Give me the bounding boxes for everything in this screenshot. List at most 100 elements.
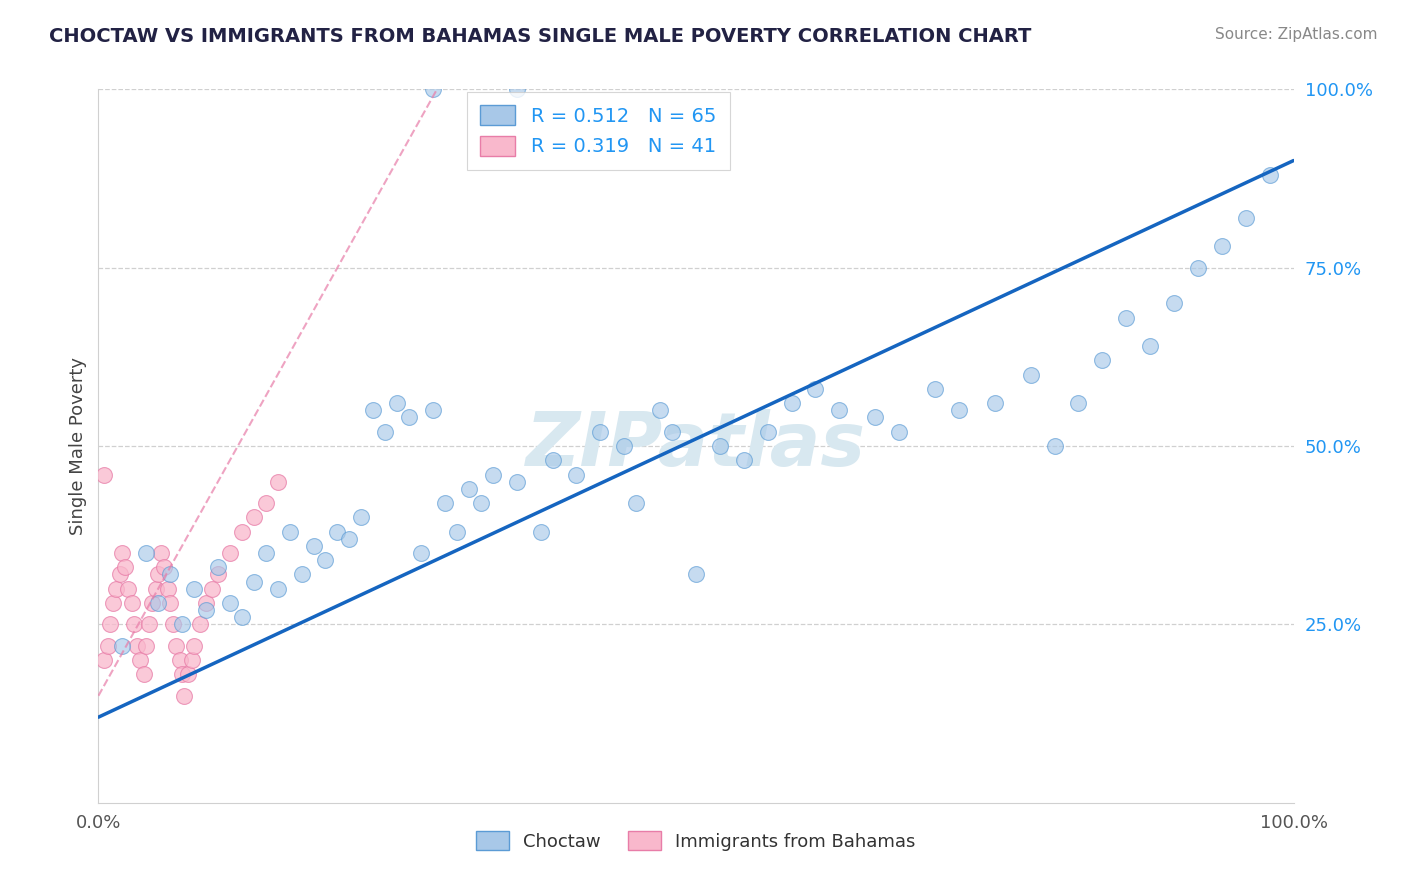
Point	[613, 439, 636, 453]
Point	[97, 639, 120, 653]
Point	[111, 546, 134, 560]
Point	[1163, 296, 1185, 310]
Point	[350, 510, 373, 524]
Text: Source: ZipAtlas.com: Source: ZipAtlas.com	[1215, 27, 1378, 42]
Point	[93, 467, 115, 482]
Point	[889, 425, 911, 439]
Point	[145, 582, 167, 596]
Point	[709, 439, 731, 453]
Point	[446, 524, 468, 539]
Point	[124, 617, 146, 632]
Point	[111, 639, 134, 653]
Point	[315, 553, 337, 567]
Text: CHOCTAW VS IMMIGRANTS FROM BAHAMAS SINGLE MALE POVERTY CORRELATION CHART: CHOCTAW VS IMMIGRANTS FROM BAHAMAS SINGL…	[49, 27, 1032, 45]
Point	[1234, 211, 1257, 225]
Point	[172, 617, 194, 632]
Point	[117, 582, 139, 596]
Point	[138, 617, 160, 632]
Point	[302, 539, 325, 553]
Point	[148, 596, 170, 610]
Point	[207, 567, 229, 582]
Point	[422, 403, 444, 417]
Point	[541, 453, 564, 467]
Point	[385, 396, 409, 410]
Point	[231, 610, 253, 624]
Point	[267, 475, 290, 489]
Point	[148, 567, 170, 582]
Point	[188, 617, 211, 632]
Point	[129, 653, 152, 667]
Point	[93, 653, 115, 667]
Point	[207, 560, 229, 574]
Point	[506, 475, 529, 489]
Point	[153, 560, 176, 574]
Point	[278, 524, 301, 539]
Point	[756, 425, 779, 439]
Point	[141, 596, 163, 610]
Point	[339, 532, 361, 546]
Point	[183, 639, 205, 653]
Point	[108, 567, 131, 582]
Point	[565, 467, 588, 482]
Point	[828, 403, 851, 417]
Point	[114, 560, 136, 574]
Point	[121, 596, 143, 610]
Point	[172, 667, 194, 681]
Point	[924, 382, 946, 396]
Point	[422, 82, 444, 96]
Point	[1258, 168, 1281, 182]
Point	[326, 524, 349, 539]
Point	[733, 453, 755, 467]
Point	[180, 653, 202, 667]
Point	[1139, 339, 1161, 353]
Point	[948, 403, 970, 417]
Point	[101, 596, 124, 610]
Point	[1019, 368, 1042, 382]
Point	[135, 546, 157, 560]
Point	[434, 496, 457, 510]
Point	[159, 567, 181, 582]
Point	[506, 82, 529, 96]
Point	[149, 546, 172, 560]
Y-axis label: Single Male Poverty: Single Male Poverty	[69, 357, 87, 535]
Point	[589, 425, 612, 439]
Point	[648, 403, 672, 417]
Point	[411, 546, 433, 560]
Point	[398, 410, 420, 425]
Point	[165, 639, 187, 653]
Point	[363, 403, 385, 417]
Point	[481, 467, 505, 482]
Point	[865, 410, 887, 425]
Point	[243, 574, 266, 589]
Point	[254, 546, 277, 560]
Point	[254, 496, 277, 510]
Point	[125, 639, 148, 653]
Point	[183, 582, 205, 596]
Point	[984, 396, 1007, 410]
Point	[267, 582, 290, 596]
Point	[1211, 239, 1233, 253]
Point	[162, 617, 184, 632]
Point	[1091, 353, 1114, 368]
Point	[135, 639, 157, 653]
Point	[159, 596, 181, 610]
Point	[177, 667, 200, 681]
Point	[804, 382, 827, 396]
Point	[780, 396, 803, 410]
Point	[1115, 310, 1137, 325]
Point	[685, 567, 707, 582]
Point	[156, 582, 179, 596]
Point	[195, 596, 218, 610]
Point	[169, 653, 191, 667]
Point	[201, 582, 224, 596]
Point	[458, 482, 481, 496]
Point	[291, 567, 314, 582]
Point	[626, 496, 648, 510]
Text: ZIPatlas: ZIPatlas	[526, 409, 866, 483]
Point	[173, 689, 195, 703]
Point	[1067, 396, 1090, 410]
Point	[219, 546, 242, 560]
Point	[243, 510, 266, 524]
Point	[1043, 439, 1066, 453]
Point	[231, 524, 253, 539]
